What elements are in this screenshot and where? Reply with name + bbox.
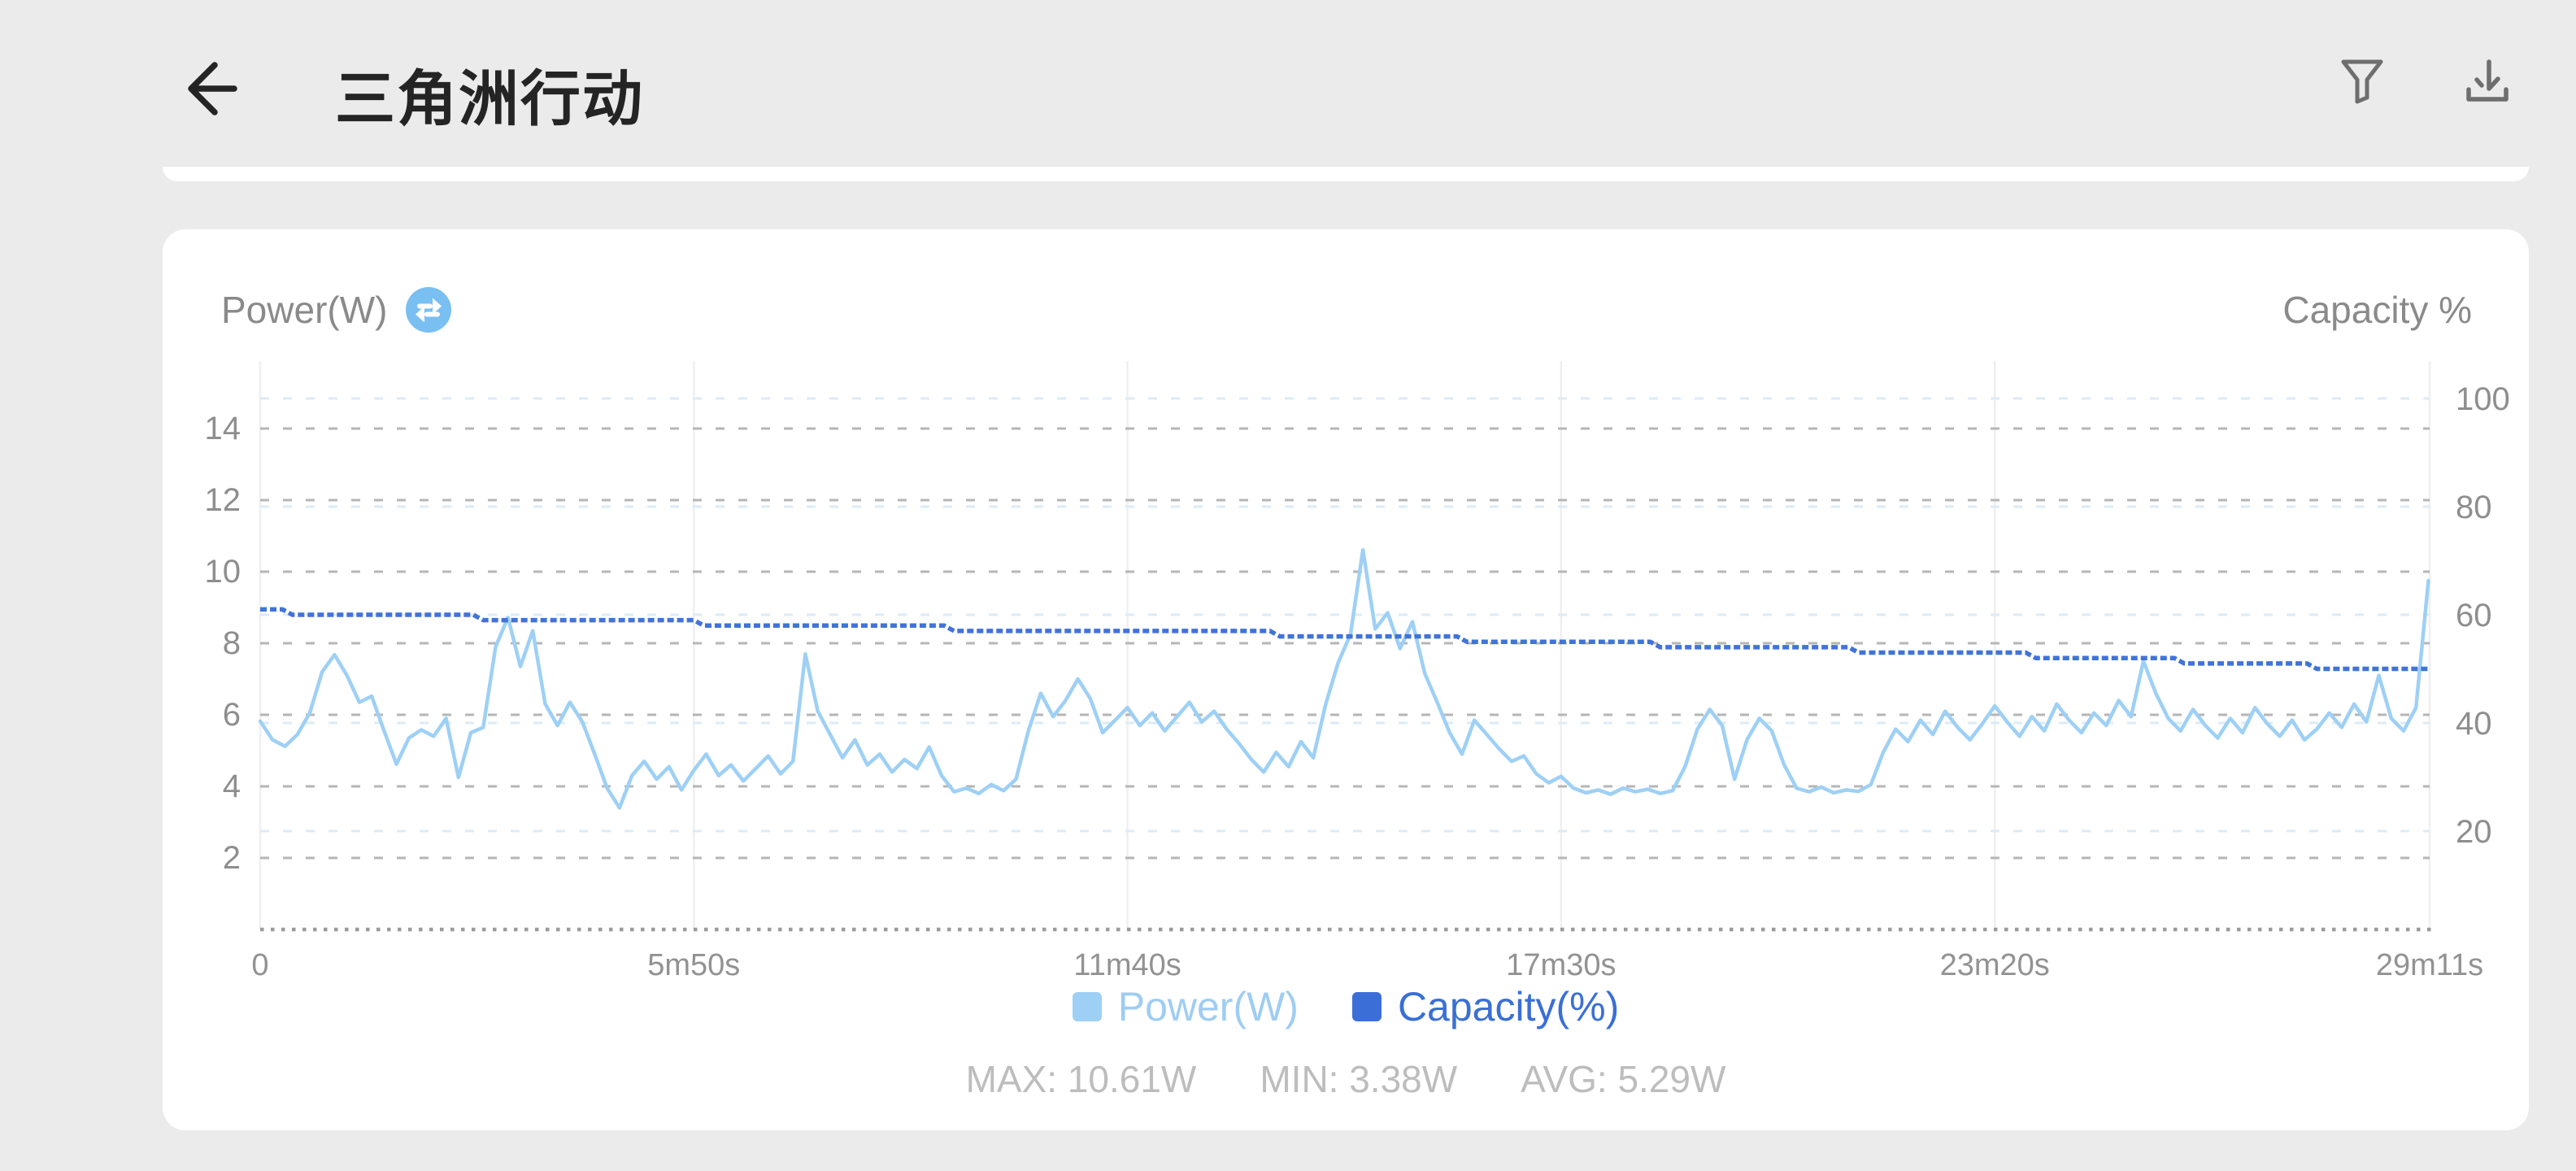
filter-button[interactable] <box>2337 55 2387 106</box>
svg-text:17m30s: 17m30s <box>1506 948 1616 982</box>
svg-text:4: 4 <box>223 768 241 804</box>
power-legend-swatch <box>1072 992 1102 1021</box>
svg-text:29m11s: 29m11s <box>2376 948 2483 982</box>
svg-text:60: 60 <box>2456 598 2492 633</box>
stat-min: MIN: 3.38W <box>1260 1058 1458 1100</box>
svg-text:100: 100 <box>2456 381 2510 417</box>
svg-text:40: 40 <box>2456 706 2492 742</box>
power-stats: MAX: 10.61W MIN: 3.38W AVG: 5.29W <box>163 1057 2529 1101</box>
svg-text:14: 14 <box>205 411 242 446</box>
svg-text:6: 6 <box>223 697 241 733</box>
svg-text:0: 0 <box>251 948 268 982</box>
previous-card-edge <box>163 167 2529 181</box>
app-header: 三角洲行动 <box>0 0 2576 167</box>
legend-item-capacity: Capacity(%) <box>1351 983 1620 1030</box>
power-capacity-chart[interactable]: 2 4 6 8 10 12 14 20 40 60 80 100 0 5m50s 11m40s 17m30s 2… <box>163 229 2529 1130</box>
svg-text:12: 12 <box>205 482 242 518</box>
back-button[interactable] <box>172 54 242 124</box>
power-legend-label: Power(W) <box>1117 984 1299 1030</box>
download-icon <box>2466 59 2509 102</box>
metric-label: Power(W) <box>221 289 388 331</box>
svg-text:20: 20 <box>2456 814 2492 850</box>
stat-avg: AVG: 5.29W <box>1521 1058 1726 1100</box>
back-arrow-icon <box>188 62 237 115</box>
svg-text:11m40s: 11m40s <box>1073 948 1181 982</box>
download-button[interactable] <box>2462 55 2513 106</box>
legend-item-power: Power(W) <box>1072 983 1299 1030</box>
header-actions <box>2337 55 2513 106</box>
svg-text:8: 8 <box>223 625 241 661</box>
capacity-legend-label: Capacity(%) <box>1397 984 1620 1030</box>
svg-text:2: 2 <box>223 840 241 876</box>
chart-legend: Power(W) Capacity(%) <box>163 981 2529 1033</box>
metric-selector: Power(W) <box>221 286 452 333</box>
svg-text:23m20s: 23m20s <box>1940 948 2050 982</box>
capacity-legend-swatch <box>1351 992 1382 1021</box>
swap-metric-button[interactable] <box>405 286 452 333</box>
stat-max: MAX: 10.61W <box>965 1058 1197 1100</box>
svg-text:80: 80 <box>2456 490 2492 525</box>
card-header: Power(W) Capacity % <box>221 285 2472 335</box>
svg-text:5m50s: 5m50s <box>647 948 740 982</box>
svg-text:10: 10 <box>205 554 242 590</box>
page-title: 三角洲行动 <box>335 65 644 133</box>
swap-icon <box>406 287 452 333</box>
right-axis-corner-label: Capacity % <box>2282 289 2472 331</box>
filter-icon <box>2341 59 2383 104</box>
power-chart-card: 2 4 6 8 10 12 14 20 40 60 80 100 0 5m50s 11m40s 17m30s 2… <box>163 229 2529 1130</box>
